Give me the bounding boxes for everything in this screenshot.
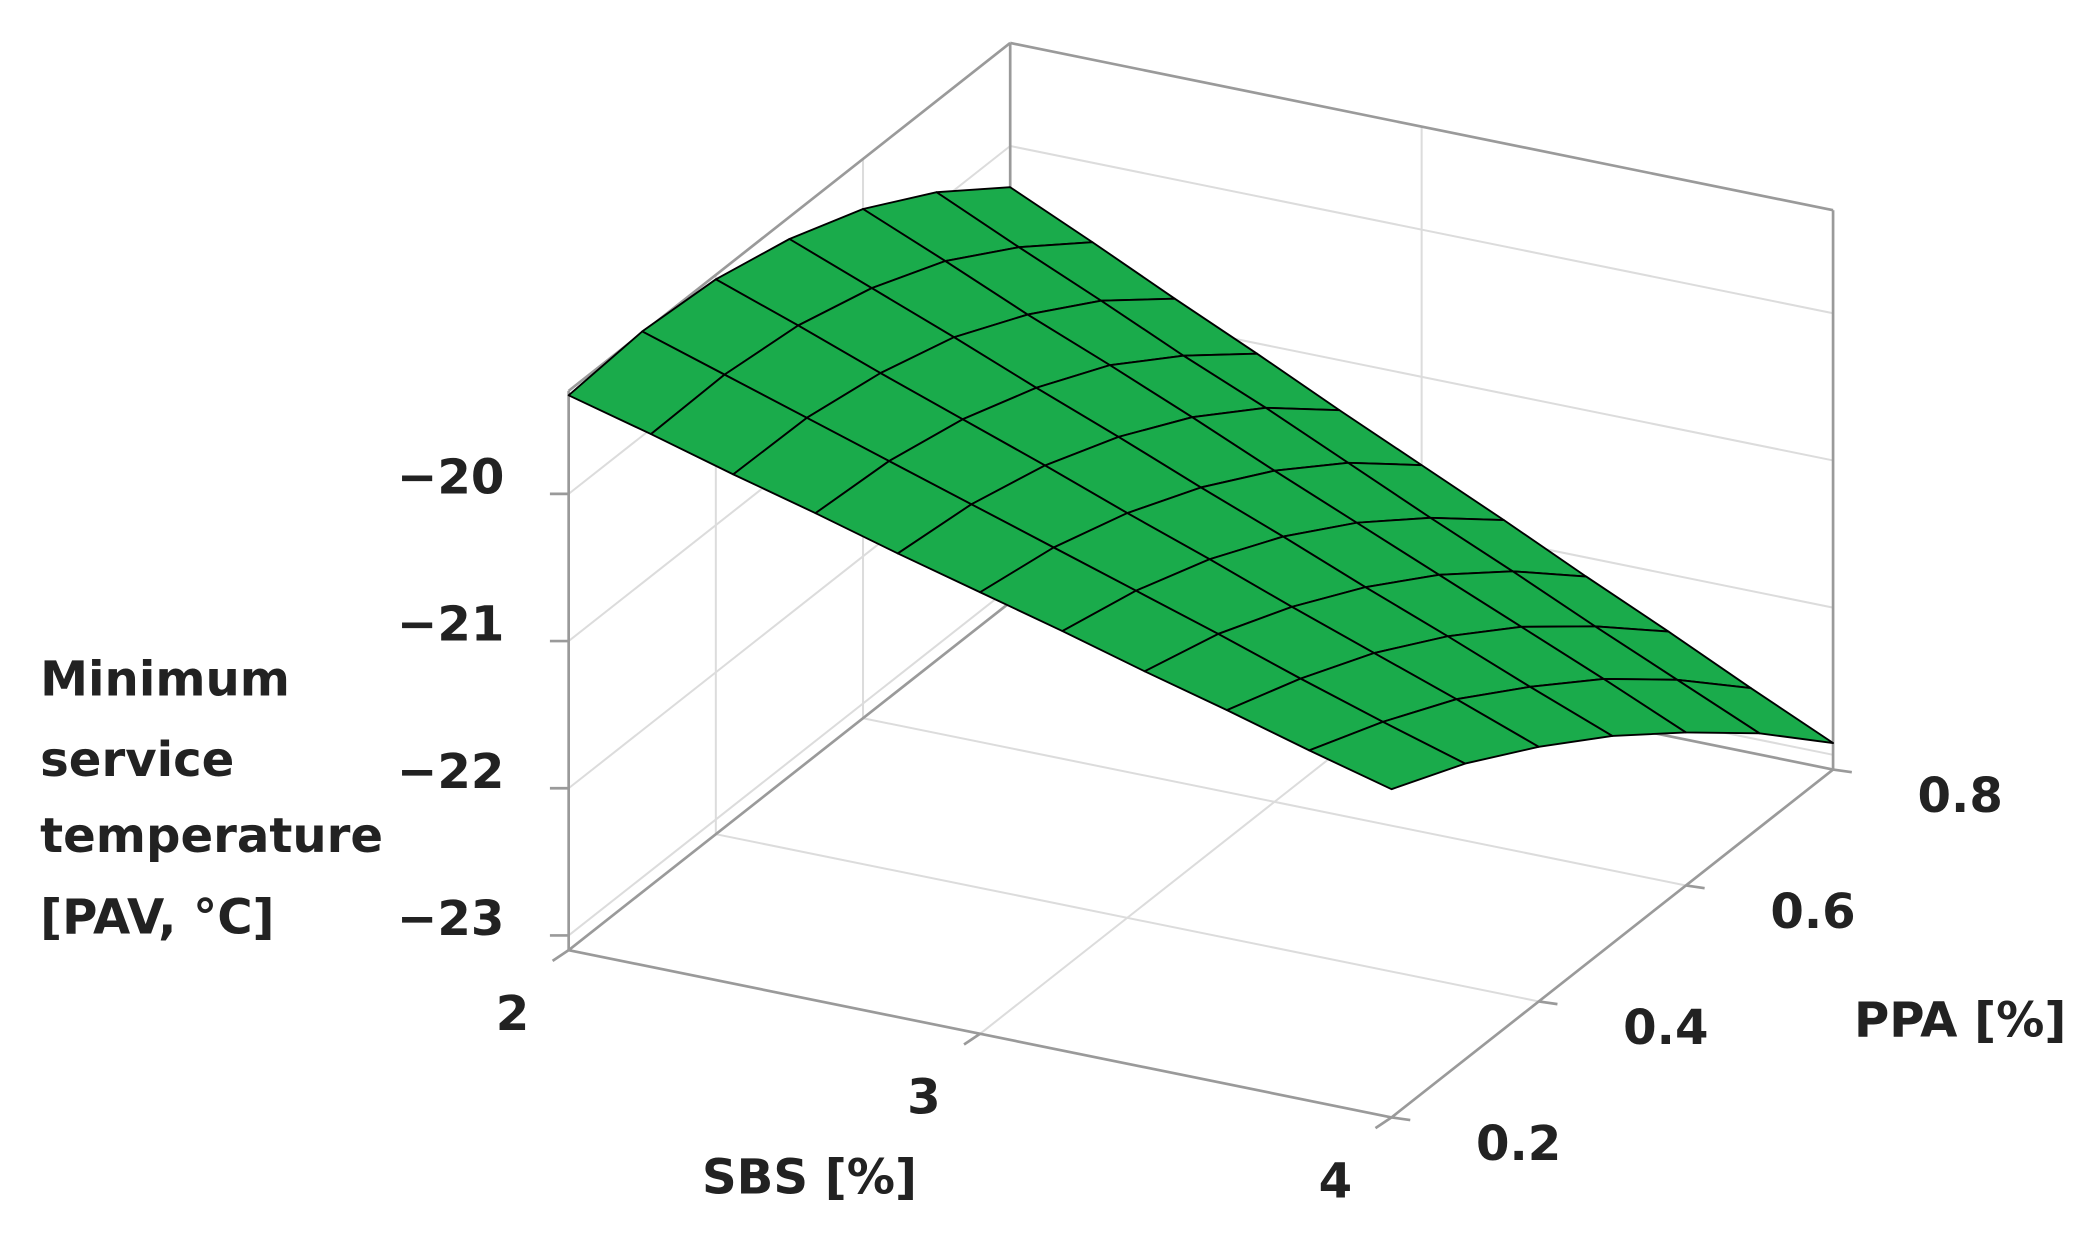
tick-mark [1374,1116,1393,1130]
y-tick-label: 0.6 [1770,884,1855,940]
z-axis-label: temperature [40,808,383,864]
grid-line [862,717,1687,887]
tick-mark [1538,1000,1558,1006]
x-tick-label: 3 [907,1070,941,1126]
grid-line [1009,145,1834,315]
box-edge [1390,768,1834,1119]
z-tick-label: −22 [397,744,504,800]
x-tick-label: 4 [1319,1153,1353,1209]
surface-cell [1308,720,1467,791]
z-tick-label: −20 [397,450,504,506]
z-axis-label: Minimum [40,652,290,708]
surface [567,186,1835,791]
box-edge [567,601,1012,952]
z-axis-label: service [40,732,234,788]
tick-mark [1832,768,1852,774]
tick-mark [1391,1116,1411,1122]
z-axis-label: [PAV, °C] [40,890,274,946]
tick-mark [551,949,570,962]
z-tick-label: −21 [397,597,504,653]
tick-mark [963,1032,981,1046]
z-tick-label: −23 [397,891,504,947]
x-tick-label: 2 [496,986,530,1042]
y-tick-label: 0.4 [1623,1000,1708,1056]
grid-line [568,586,1011,937]
x-axis-label: SBS [%] [702,1149,917,1205]
y-tick-label: 0.8 [1918,768,2003,824]
labels: SBS [%] PPA [%] Minimum service temperat… [40,652,2066,1206]
tick-mark [1685,884,1705,890]
y-axis-label: PPA [%] [1854,993,2066,1049]
box-edge [568,948,1392,1119]
box-edge [1009,41,1834,212]
y-tick-label: 0.2 [1476,1116,1561,1172]
grid-line [715,833,1539,1003]
